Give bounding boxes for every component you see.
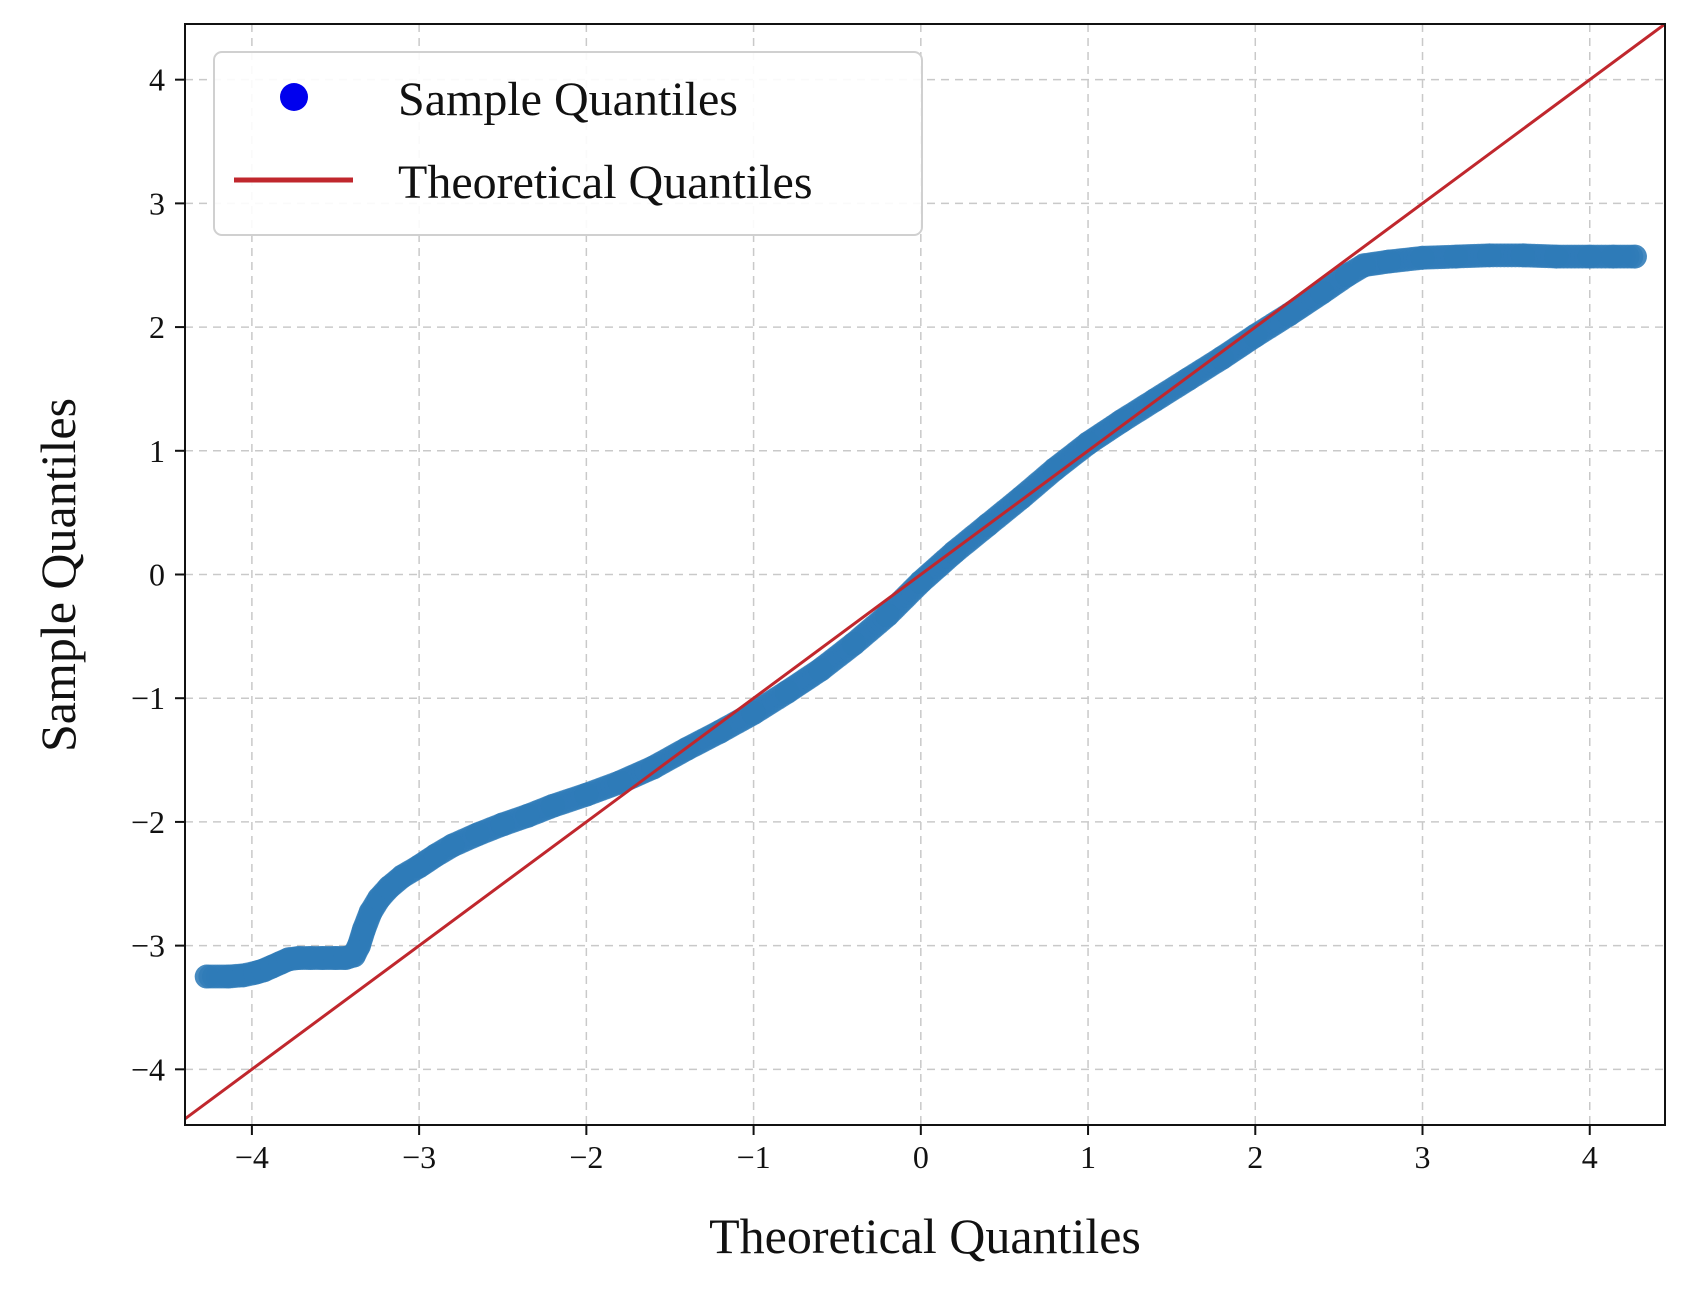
- sample-quantile-point: [1443, 244, 1468, 269]
- sample-quantile-point: [465, 822, 490, 847]
- y-axis-label: Sample Quantiles: [30, 398, 86, 752]
- y-tick-label: −2: [131, 804, 165, 840]
- y-tick-label: 3: [149, 185, 165, 221]
- theoretical-quantiles-line: [185, 24, 1665, 1121]
- sample-quantile-point: [515, 803, 540, 828]
- y-tick-label: 1: [149, 433, 165, 469]
- legend-marker-sample: [280, 83, 308, 111]
- x-tick-label: −3: [402, 1139, 436, 1175]
- x-tick-label: 0: [913, 1139, 929, 1175]
- sample-quantile-point: [808, 657, 833, 682]
- y-tick-label: −1: [131, 680, 165, 716]
- sample-quantile-point: [1577, 244, 1602, 269]
- sample-quantile-point: [1109, 409, 1134, 434]
- y-tick-label: 4: [149, 62, 165, 98]
- sample-quantile-point: [1410, 245, 1435, 270]
- sample-quantile-point: [1351, 253, 1376, 278]
- sample-quantile-point: [540, 793, 565, 818]
- y-tick-label: 2: [149, 309, 165, 345]
- sample-quantile-point: [1042, 457, 1067, 482]
- x-tick-label: 1: [1080, 1139, 1096, 1175]
- sample-quantile-point: [1076, 431, 1101, 456]
- legend-box: [213, 51, 923, 236]
- x-tick-label: 2: [1247, 1139, 1263, 1175]
- sample-quantile-point: [641, 755, 666, 780]
- x-tick-label: 4: [1582, 1139, 1598, 1175]
- sample-quantile-point: [841, 631, 866, 656]
- sample-quantile-point: [1377, 249, 1402, 274]
- x-tick-label: −4: [235, 1139, 269, 1175]
- legend-label-theoretical: Theoretical Quantiles: [398, 156, 813, 209]
- sample-quantile-point: [574, 782, 599, 807]
- sample-quantile-point: [1601, 244, 1626, 269]
- x-tick-label: 3: [1415, 1139, 1431, 1175]
- x-tick-label: −2: [569, 1139, 603, 1175]
- data-layer: [185, 24, 1665, 1121]
- legend: Sample Quantiles Theoretical Quantiles: [213, 51, 923, 236]
- sample-quantile-point: [1622, 244, 1647, 269]
- sample-quantile-point: [194, 964, 219, 989]
- sample-quantile-point: [607, 770, 632, 795]
- sample-quantile-point: [875, 603, 900, 628]
- sample-quantile-point: [1209, 346, 1234, 371]
- x-tick-label: −1: [737, 1139, 771, 1175]
- sample-quantile-point: [1276, 302, 1301, 327]
- sample-quantile-point: [1477, 243, 1502, 268]
- sample-quantile-point: [741, 701, 766, 726]
- sample-quantile-point: [775, 680, 800, 705]
- y-tick-label: −4: [131, 1051, 165, 1087]
- tick-layer: −4 −3 −2 −1 0 1 2 3 4 −4 −3 −2 −1 0 1 2 3 4: [131, 62, 1598, 1175]
- sample-quantile-point: [1310, 280, 1335, 305]
- sample-quantile-point: [1510, 243, 1535, 268]
- sample-quantile-point: [1544, 244, 1569, 269]
- sample-quantile-point: [440, 833, 465, 858]
- sample-quantile-point: [490, 812, 515, 837]
- sample-quantile-point: [908, 569, 933, 594]
- legend-label-sample: Sample Quantiles: [398, 73, 738, 126]
- x-axis-label: Theoretical Quantiles: [709, 1208, 1141, 1264]
- y-tick-label: 0: [149, 557, 165, 593]
- y-tick-label: −3: [131, 928, 165, 964]
